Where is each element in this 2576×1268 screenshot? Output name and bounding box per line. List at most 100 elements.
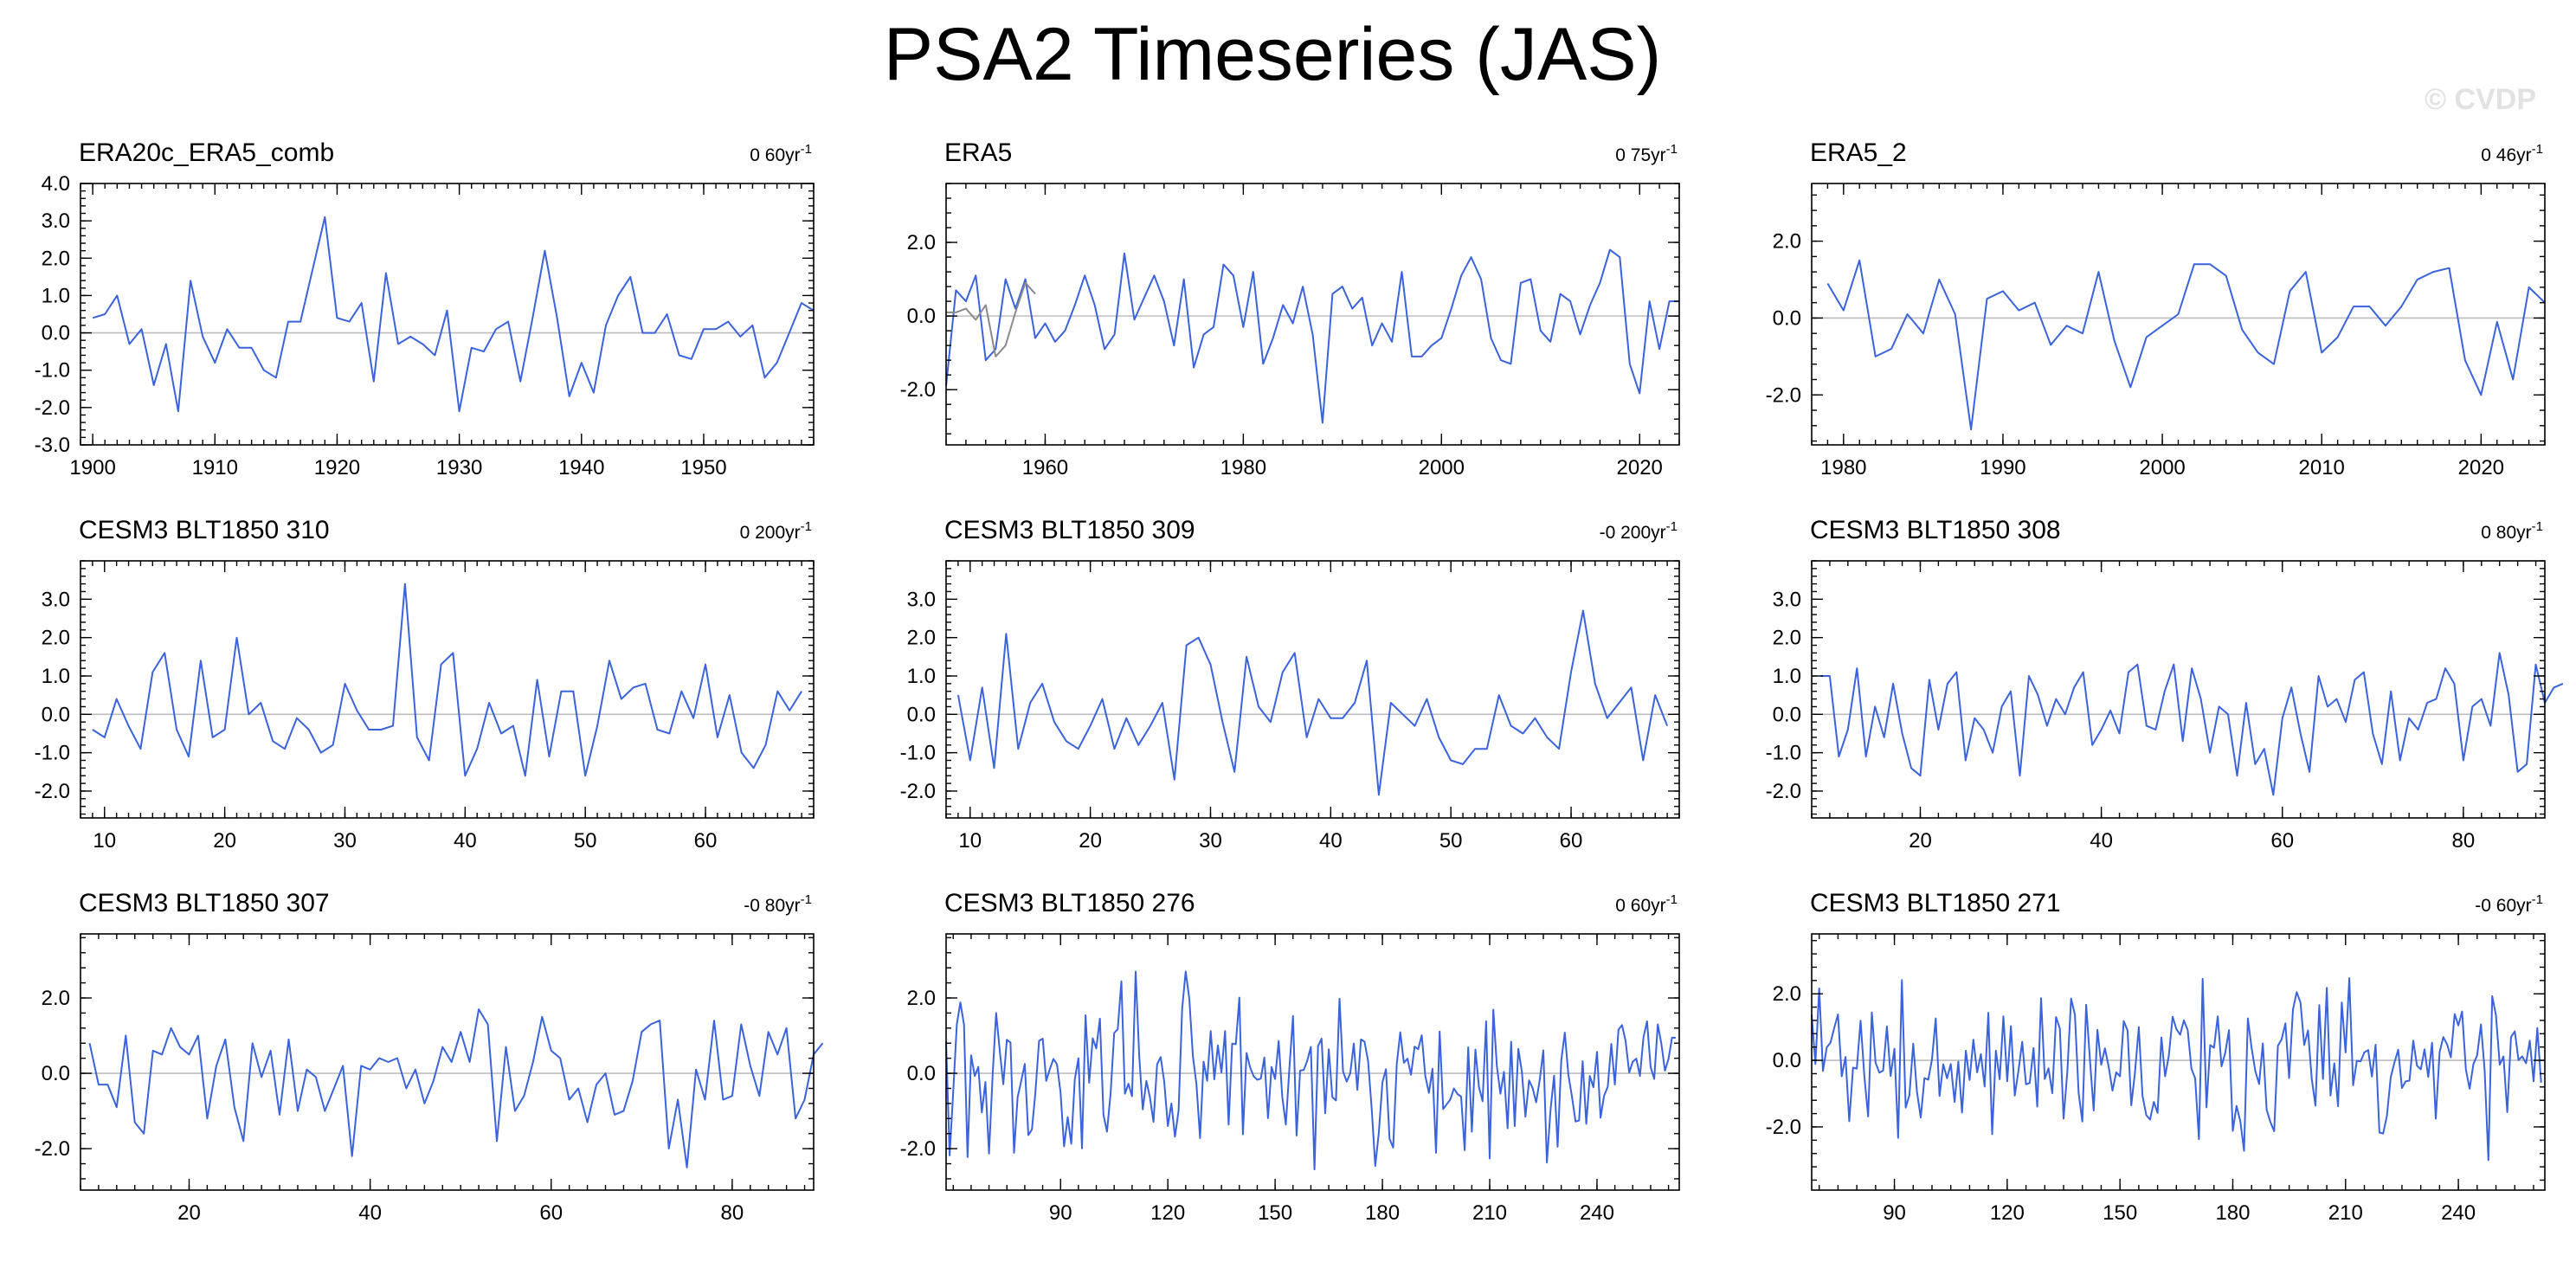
x-tick-label: 20 bbox=[1909, 829, 1932, 853]
x-tick-label: 30 bbox=[1199, 829, 1222, 853]
x-tick-label: 210 bbox=[2328, 1201, 2363, 1225]
y-tick-label: 0.0 bbox=[1773, 1049, 1801, 1072]
x-tick-label: 10 bbox=[93, 829, 116, 853]
x-tick-label: 50 bbox=[574, 829, 597, 853]
y-tick-label: 0.0 bbox=[907, 1062, 936, 1085]
plot-frame bbox=[945, 183, 1680, 446]
x-tick-label: 40 bbox=[454, 829, 477, 853]
series-line bbox=[88, 1008, 824, 1168]
y-tick-label: -2.0 bbox=[900, 1137, 936, 1161]
x-tick-label: 180 bbox=[2215, 1201, 2250, 1225]
y-tick-label: 2.0 bbox=[907, 231, 936, 254]
cvdp-watermark: © CVDP bbox=[2425, 83, 2536, 116]
x-tick-label: 120 bbox=[1990, 1201, 2025, 1225]
x-tick-label: 1950 bbox=[680, 456, 726, 480]
x-tick-label: 180 bbox=[1365, 1201, 1400, 1225]
panel-7: CESM3 BLT1850 307 -0 80yr-1 20 40 60 80 -2.0 0.… bbox=[35, 889, 824, 1225]
trend-label: -0 80yr-1 bbox=[744, 892, 812, 916]
panel-title: CESM3 BLT1850 308 bbox=[1810, 516, 2061, 544]
plot-frame bbox=[1811, 560, 2546, 819]
trend-label: 0 60yr-1 bbox=[1615, 892, 1678, 916]
x-tick-label: 1900 bbox=[69, 456, 115, 480]
panel-title: CESM3 BLT1850 307 bbox=[79, 889, 330, 917]
y-tick-label: 2.0 bbox=[42, 987, 70, 1010]
y-tick-label: 3.0 bbox=[907, 588, 936, 611]
y-tick-label: 2.0 bbox=[1773, 230, 1801, 254]
y-tick-label: 4.0 bbox=[42, 172, 70, 196]
panel-1: ERA20c_ERA5_comb 0 60yr-1 1900 1910 1920 1930… bbox=[35, 138, 815, 480]
y-tick-label: 2.0 bbox=[1773, 627, 1801, 650]
panel-title: CESM3 BLT1850 276 bbox=[944, 889, 1195, 917]
y-tick-label: -2.0 bbox=[900, 780, 936, 803]
x-tick-label: 60 bbox=[1560, 829, 1583, 853]
y-tick-label: 3.0 bbox=[42, 209, 70, 233]
y-tick-label: 3.0 bbox=[1773, 588, 1801, 611]
plot-frame bbox=[945, 560, 1680, 819]
panel-4: CESM3 BLT1850 310 0 200yr-1 10 20 30 40 50 60 -2… bbox=[35, 516, 815, 853]
series-line bbox=[92, 216, 815, 413]
trend-label: 0 60yr-1 bbox=[750, 142, 812, 165]
x-tick-label: 40 bbox=[1319, 829, 1343, 853]
y-tick-label: 1.0 bbox=[42, 284, 70, 307]
y-tick-label: -2.0 bbox=[35, 780, 70, 803]
y-tick-label: 2.0 bbox=[907, 627, 936, 650]
series-line bbox=[1811, 977, 2542, 1162]
series-line bbox=[1826, 259, 2546, 431]
y-tick-label: 0.0 bbox=[907, 305, 936, 328]
x-tick-label: 20 bbox=[177, 1201, 201, 1225]
trend-label: 0 80yr-1 bbox=[2481, 519, 2543, 543]
x-tick-label: 1990 bbox=[1980, 456, 2025, 480]
x-tick-label: 240 bbox=[1580, 1201, 1614, 1225]
series-line bbox=[92, 583, 802, 777]
x-tick-label: 1910 bbox=[192, 456, 238, 480]
series-line bbox=[1820, 652, 2564, 796]
x-tick-label: 60 bbox=[539, 1201, 563, 1225]
x-tick-label: 1920 bbox=[314, 456, 360, 480]
panel-title: CESM3 BLT1850 310 bbox=[79, 516, 330, 544]
panel-6: CESM3 BLT1850 308 0 80yr-1 20 40 60 80 -2.0 -1.… bbox=[1766, 516, 2564, 853]
y-tick-label: 2.0 bbox=[907, 987, 936, 1010]
secondary-series-line bbox=[946, 281, 1036, 357]
x-tick-label: 80 bbox=[2452, 829, 2476, 853]
y-tick-label: -2.0 bbox=[1766, 383, 1801, 407]
y-tick-label: 0.0 bbox=[1773, 703, 1801, 726]
x-tick-label: 210 bbox=[1472, 1201, 1507, 1225]
y-tick-label: 0.0 bbox=[42, 1062, 70, 1085]
panel-8: CESM3 BLT1850 276 0 60yr-1 90 120 150 180 210 2… bbox=[900, 889, 1680, 1225]
y-tick-label: 2.0 bbox=[42, 627, 70, 650]
y-tick-label: 1.0 bbox=[907, 665, 936, 688]
y-tick-label: 2.0 bbox=[1773, 982, 1801, 1006]
x-tick-label: 90 bbox=[1049, 1201, 1072, 1225]
panel-grid: ERA20c_ERA5_comb 0 60yr-1 1900 1910 1920 1930… bbox=[35, 138, 2564, 1225]
plot-frame bbox=[80, 560, 815, 819]
y-tick-label: -1.0 bbox=[35, 742, 70, 765]
x-tick-label: 2020 bbox=[2458, 456, 2504, 480]
trend-label: -0 200yr-1 bbox=[1600, 519, 1678, 543]
y-tick-label: 0.0 bbox=[907, 703, 936, 726]
panel-title: ERA20c_ERA5_comb bbox=[79, 138, 334, 167]
y-tick-label: -1.0 bbox=[1766, 742, 1801, 765]
x-tick-label: 90 bbox=[1883, 1201, 1906, 1225]
x-tick-label: 40 bbox=[358, 1201, 382, 1225]
x-tick-label: 20 bbox=[213, 829, 236, 853]
y-tick-label: 1.0 bbox=[1773, 665, 1801, 688]
x-tick-label: 1960 bbox=[1022, 456, 1068, 480]
y-tick-label: 0.0 bbox=[42, 322, 70, 345]
x-tick-label: 1930 bbox=[436, 456, 482, 480]
y-tick-label: -2.0 bbox=[35, 396, 70, 420]
panel-9: CESM3 BLT1850 271 -0 60yr-1 90 120 150 180 210… bbox=[1766, 889, 2546, 1225]
panel-title: CESM3 BLT1850 309 bbox=[944, 516, 1195, 544]
x-tick-label: 2020 bbox=[1617, 456, 1663, 480]
x-tick-label: 240 bbox=[2441, 1201, 2476, 1225]
panel-title: ERA5 bbox=[944, 138, 1012, 167]
y-tick-label: -1.0 bbox=[35, 359, 70, 383]
y-tick-label: 1.0 bbox=[42, 665, 70, 688]
figure-title: PSA2 Timeseries (JAS) bbox=[884, 13, 1661, 96]
y-tick-label: 0.0 bbox=[42, 703, 70, 726]
series-line bbox=[945, 248, 1679, 424]
trend-label: -0 60yr-1 bbox=[2475, 892, 2543, 916]
plot-frame bbox=[1811, 933, 2546, 1191]
x-tick-label: 80 bbox=[721, 1201, 744, 1225]
x-tick-label: 2000 bbox=[2139, 456, 2185, 480]
